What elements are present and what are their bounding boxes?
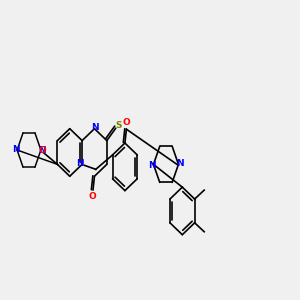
Text: N: N (12, 145, 20, 154)
Text: N: N (38, 146, 45, 154)
Text: N: N (91, 123, 99, 132)
Text: S: S (115, 121, 122, 130)
Text: N: N (148, 161, 156, 170)
Text: O: O (38, 146, 46, 154)
Text: O: O (88, 192, 96, 201)
Text: O: O (122, 118, 130, 127)
Text: N: N (76, 159, 84, 168)
Text: N: N (176, 159, 184, 168)
